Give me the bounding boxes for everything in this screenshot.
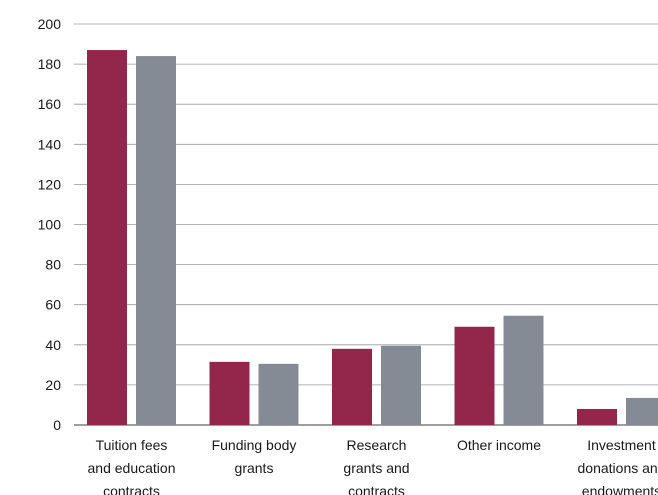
y-axis-tick-labels: 0 20 40 60 80 100 120 140 160 180 200 [38,16,62,433]
category-label: donations and [578,460,658,476]
x-axis-category-labels: Tuition fees and education contracts Fundin… [88,437,658,495]
bar [577,408,617,425]
bar [136,56,176,426]
category-label: Research [347,437,407,453]
bar [503,315,544,425]
bar [626,397,658,425]
category-label: grants [235,460,274,476]
y-tick-label: 60 [45,297,61,313]
y-tick-label: 20 [45,377,61,393]
bar [381,345,421,425]
category-label: Funding body [212,437,297,453]
bars [87,50,658,426]
y-tick-label: 100 [38,217,62,233]
category-label: endowments [582,483,658,495]
category-label: Other income [457,437,541,453]
category-label: contracts [348,483,405,495]
bar [332,348,372,425]
category-label: grants and [343,460,409,476]
bar [258,363,299,425]
y-tick-label: 0 [53,417,61,433]
category-label: Investment [587,437,656,453]
y-tick-label: 120 [38,176,62,192]
category-label: contracts [103,483,160,495]
y-tick-label: 180 [38,56,62,72]
y-tick-label: 160 [38,96,62,112]
y-tick-label: 140 [38,136,62,152]
category-label: Tuition fees [96,437,168,453]
y-tick-label: 40 [45,337,61,353]
y-tick-label: 200 [38,16,62,32]
y-tick-label: 80 [45,257,61,273]
bar [454,326,495,425]
category-label: and education [88,460,176,476]
bar [87,50,127,425]
bar [209,361,250,425]
